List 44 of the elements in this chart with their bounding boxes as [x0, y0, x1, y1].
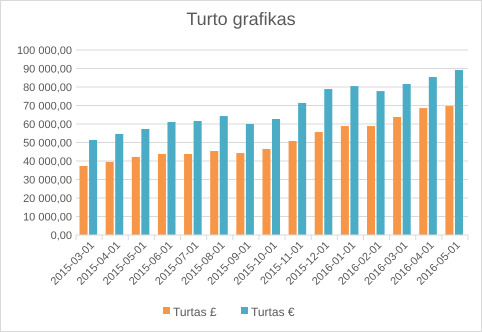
bar [220, 116, 228, 235]
bar [402, 84, 411, 235]
y-tick-label: 80 000,00 [23, 82, 72, 94]
bar [158, 154, 166, 235]
bar [419, 108, 428, 235]
bar [272, 119, 280, 235]
y-tick-label: 20 000,00 [23, 192, 72, 205]
bar [115, 134, 124, 235]
bar [314, 132, 323, 235]
bar [350, 86, 358, 235]
bar [366, 126, 376, 235]
bar [106, 162, 114, 235]
y-tick-label: 90 000,00 [23, 63, 72, 76]
bar [393, 116, 402, 235]
bar [454, 70, 463, 235]
y-tick-label: 40 000,00 [23, 156, 72, 168]
y-tick-label: 10 000,00 [23, 211, 72, 224]
bar [298, 102, 306, 235]
y-tick-label: 100 000,00 [16, 44, 72, 57]
bar [340, 126, 349, 235]
y-tick-label: 50 000,00 [23, 137, 72, 150]
legend-label: Turtas £ [173, 305, 217, 320]
legend-label: Turtas € [251, 305, 295, 320]
y-tick-label: 60 000,00 [23, 118, 72, 131]
bar [184, 154, 192, 235]
bar [141, 128, 150, 235]
bar [324, 89, 332, 235]
bar [132, 156, 140, 235]
y-tick-label: 0,00 [50, 230, 72, 242]
y-tick-label: 30 000,00 [23, 174, 72, 186]
bar [288, 141, 297, 235]
bar [376, 91, 385, 235]
bar [236, 153, 244, 235]
bar [262, 148, 270, 235]
bar [89, 140, 98, 235]
bar [210, 151, 218, 235]
bar [167, 122, 176, 235]
bar [80, 166, 88, 235]
bar [428, 77, 437, 235]
bar [194, 121, 202, 235]
y-tick-label: 70 000,00 [23, 100, 72, 112]
chart-title: Turto grafikas [186, 9, 296, 29]
bar [246, 124, 254, 235]
bar [445, 106, 454, 235]
